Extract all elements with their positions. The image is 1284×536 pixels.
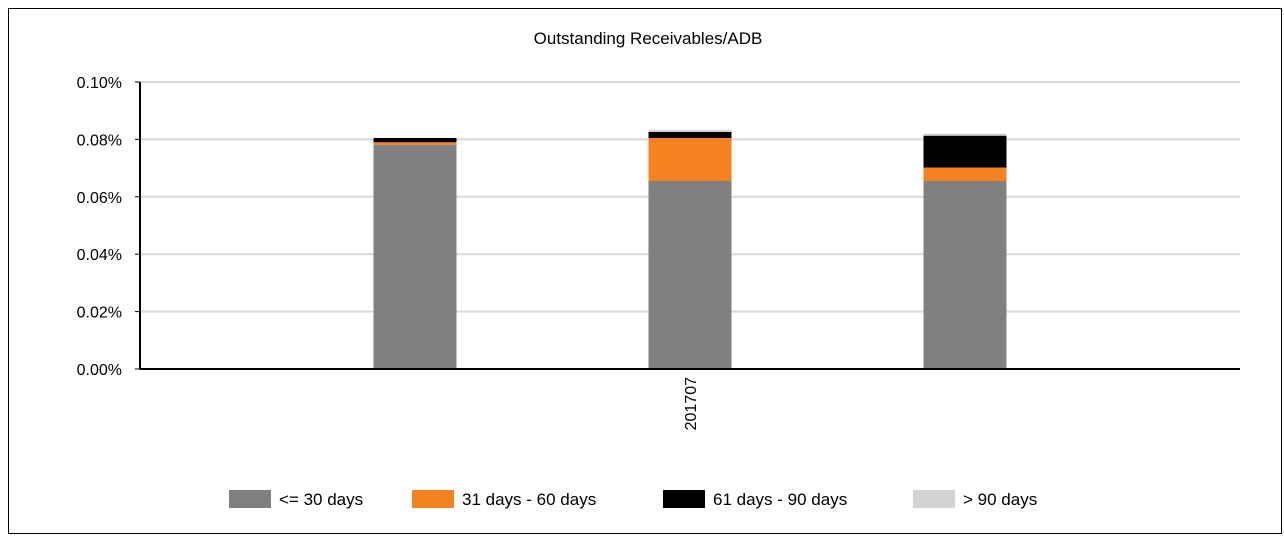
chart-title: Outstanding Receivables/ADB (534, 29, 763, 48)
bar-segment (923, 167, 1007, 182)
bar-segment (648, 129, 732, 132)
bar-segment (373, 142, 457, 145)
legend-label: 61 days - 90 days (713, 490, 847, 509)
bar-segment (648, 181, 732, 369)
x-axis-ticks: 201707 (683, 377, 700, 430)
legend: <= 30 days 31 days - 60 days 61 days - 90 … (229, 490, 1037, 509)
y-axis-ticks: 0.00% 0.02% 0.04% 0.06% 0.08% 0.10% (77, 75, 140, 379)
bar-segment (923, 181, 1007, 369)
y-tick-label: 0.06% (77, 190, 122, 207)
bar-segment (923, 135, 1007, 168)
y-tick-label: 0.00% (77, 362, 122, 379)
bar-segment (373, 144, 457, 369)
bar-segment (373, 137, 457, 143)
chart-frame (8, 8, 1282, 534)
legend-swatch (663, 490, 705, 508)
y-tick-label: 0.02% (77, 305, 122, 322)
y-tick-label: 0.04% (77, 247, 122, 264)
legend-swatch (913, 490, 955, 508)
axes (139, 82, 1240, 370)
legend-swatch (229, 490, 271, 508)
y-tick-label: 0.08% (77, 132, 122, 149)
x-tick-label: 201707 (683, 377, 700, 430)
bars (373, 129, 1007, 369)
bar-segment (923, 133, 1007, 136)
bar-segment (648, 131, 732, 138)
bar-segment (648, 137, 732, 182)
legend-label: <= 30 days (279, 490, 363, 509)
legend-label: > 90 days (963, 490, 1037, 509)
legend-label: 31 days - 60 days (462, 490, 596, 509)
legend-swatch (412, 490, 454, 508)
y-tick-label: 0.10% (77, 75, 122, 92)
